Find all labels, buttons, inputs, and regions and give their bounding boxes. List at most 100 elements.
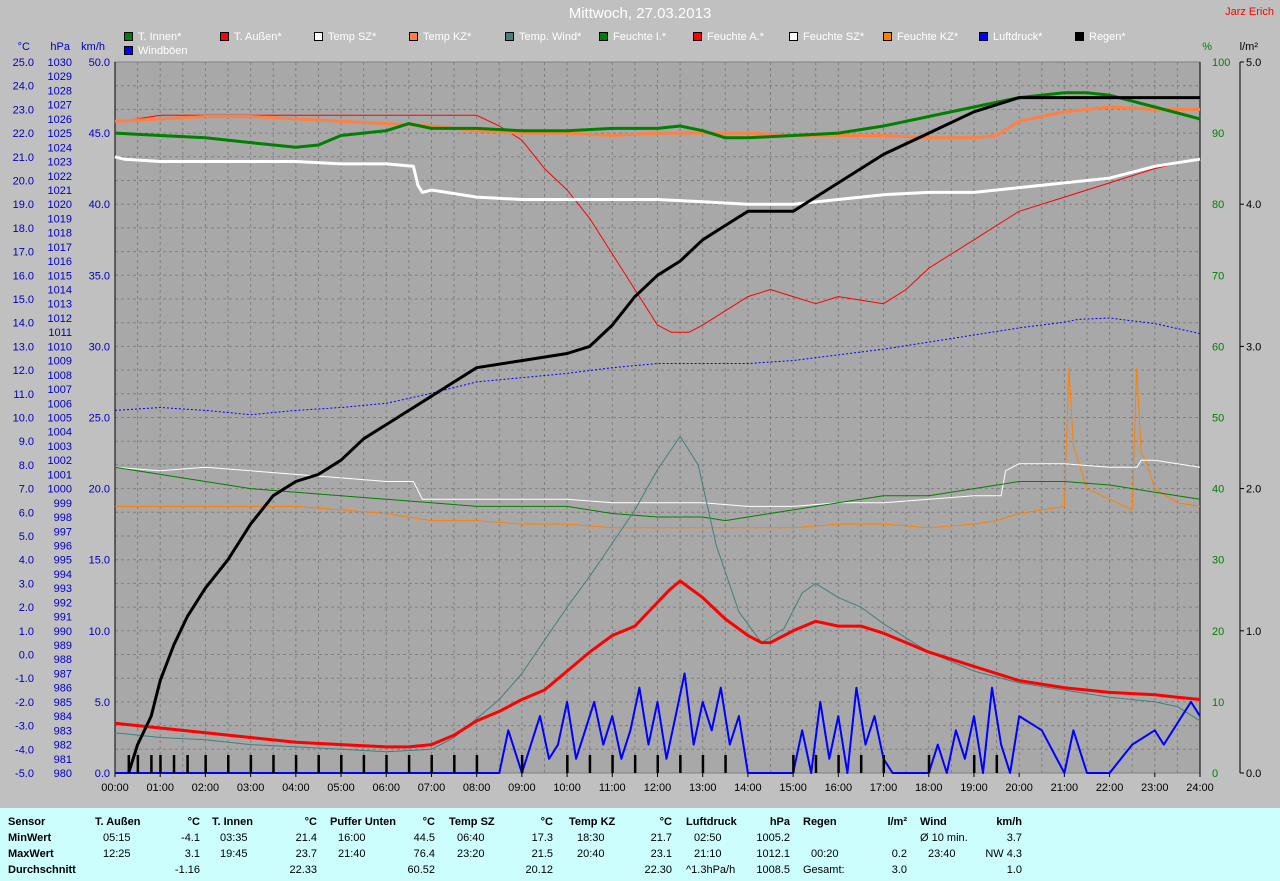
legend-label: Temp SZ* [328,31,377,43]
rain-event-markers [127,755,999,773]
tick-label-x: 12:00 [644,782,672,794]
tick-label-humidity: 50 [1212,413,1224,425]
stat-value: NW 4.3 [985,848,1022,860]
stat-time: Gesamt: [803,864,845,876]
tick-label-wind: 25.0 [89,413,110,425]
rain-event-bar [227,755,230,773]
tick-label-pressure: 1029 [48,71,72,83]
rain-event-bar [859,755,863,773]
stat-value: 3.0 [891,864,907,876]
stat-value: 76.4 [413,848,435,860]
tick-label-temp: 0.0 [19,650,34,662]
tick-label-wind: 5.0 [95,697,110,709]
rain-event-bar [995,755,999,773]
rain-event-bar [430,755,433,773]
rain-event-bar [136,755,140,773]
rain-event-bar [520,755,524,773]
statistics-table: Sensor MinWert MaxWert Durchschnitt T. Außen… [0,808,1280,881]
tick-label-pressure: 1007 [48,384,72,396]
tick-label-x: 07:00 [418,782,446,794]
tick-label-temp: 24.0 [13,81,34,93]
tick-label-temp: 8.0 [19,460,34,472]
tick-label-temp: 16.0 [13,270,34,282]
legend-label: Regen* [1089,31,1126,43]
legend-swatch [883,32,892,41]
tick-label-humidity: 90 [1212,128,1224,140]
tick-label-pressure: 1026 [48,114,72,126]
legend-label: Temp KZ* [423,31,472,43]
tick-label-x: 04:00 [282,782,310,794]
legend-item: T. Außen* [220,31,282,43]
tick-label-wind: 30.0 [89,341,110,353]
rain-event-bar [679,755,682,773]
stat-value: 44.5 [413,832,435,844]
tick-label-rain: 4.0 [1246,199,1261,211]
tick-label-x: 23:00 [1141,782,1169,794]
rain-event-bar [475,755,479,773]
tick-label-temp: 20.0 [13,176,34,188]
tick-label-pressure: 997 [54,526,72,538]
tick-label-wind: 45.0 [89,128,110,140]
legend-item: Feuchte A.* [693,31,764,43]
stat-unit: km/h [996,816,1022,828]
stat-time: 21:40 [338,848,366,860]
series-line-feuchte-i [114,466,1201,522]
legend-item: Temp SZ* [314,31,376,43]
stat-time: 12:25 [103,848,131,860]
tick-label-humidity: 10 [1212,697,1224,709]
tick-label-x: 24:00 [1186,782,1214,794]
legend-label: Temp. Wind* [519,31,582,43]
tick-label-rain: 5.0 [1246,57,1261,69]
unit-label-rain: l/m² [1240,41,1259,53]
stat-row-label: MinWert [8,832,52,844]
series-line-temp-kz [114,105,1200,140]
tick-label-pressure: 981 [54,754,72,766]
stat-value: 21.4 [295,832,317,844]
tick-label-pressure: 985 [54,697,72,709]
tick-label-pressure: 1001 [48,469,72,481]
unit-label-pressure: hPa [50,41,70,53]
grid [114,61,1201,774]
tick-label-temp: 10.0 [13,413,34,425]
legend-swatch [599,32,608,41]
tick-label-temp: -4.0 [15,744,34,756]
tick-label-temp: -1.0 [15,673,34,685]
tick-label-pressure: 986 [54,683,72,695]
unit-label-wind: km/h [81,41,105,53]
stat-time: Ø 10 min. [920,832,968,844]
legend-swatch [314,32,323,41]
tick-label-pressure: 1024 [48,142,72,154]
stat-time: ^1.3hPa/h [686,864,736,876]
stat-time: 18:30 [577,832,605,844]
stat-time: 21:10 [694,848,722,860]
tick-label-humidity: 80 [1212,199,1224,211]
legend: T. Innen* T. Außen* Temp SZ* Temp KZ* Temp. … [0,31,1280,61]
tick-label-temp: 21.0 [13,152,34,164]
tick-label-wind: 10.0 [89,626,110,638]
tick-label-pressure: 1010 [48,341,72,353]
tick-label-pressure: 1025 [48,128,72,140]
tick-label-temp: 17.0 [13,247,34,259]
tick-label-temp: 18.0 [13,223,34,235]
tick-label-pressure: 999 [54,498,72,510]
rain-event-bar [159,755,162,773]
tick-label-rain: 3.0 [1246,341,1261,353]
stat-time: 03:35 [220,832,248,844]
tick-label-temp: 14.0 [13,318,34,330]
rain-event-bar [837,755,840,773]
tick-label-temp: -3.0 [15,721,34,733]
tick-label-pressure: 1000 [48,484,72,496]
tick-label-temp: 3.0 [19,578,34,590]
tick-label-pressure: 1028 [48,85,72,97]
legend-swatch [1075,32,1084,41]
stat-unit: °C [422,816,435,828]
tick-label-pressure: 1004 [48,427,72,439]
stat-value: 21.5 [531,848,553,860]
tick-label-pressure: 1020 [48,199,72,211]
rain-event-bar [204,755,207,773]
tick-label-x: 14:00 [734,782,762,794]
legend-item: Feuchte I.* [599,31,666,43]
tick-label-pressure: 994 [54,569,72,581]
tick-label-pressure: 1018 [48,228,72,240]
stat-header: Regen [803,816,837,828]
